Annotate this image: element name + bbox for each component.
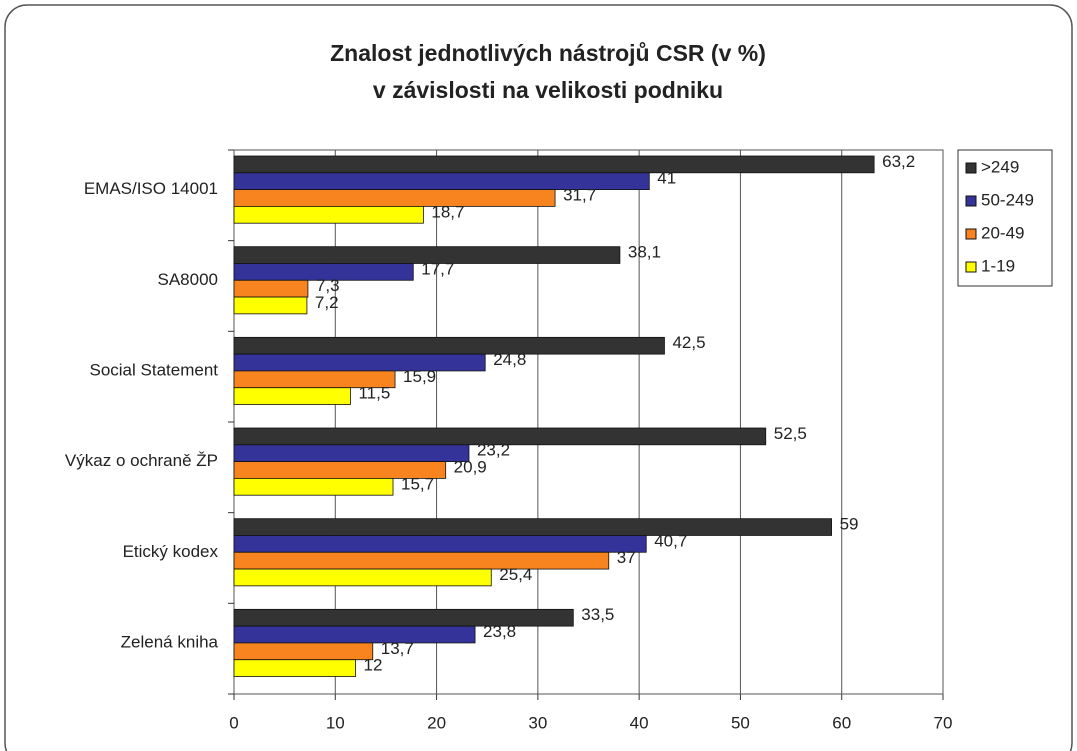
x-tick-label: 20 — [427, 713, 446, 732]
data-label: 23,8 — [483, 622, 516, 641]
y-tick-label: Etický kodex — [123, 542, 219, 561]
legend-label: 1-19 — [981, 256, 1015, 275]
data-label: 33,5 — [581, 605, 614, 624]
bar — [233, 551, 610, 570]
data-label: 20,9 — [454, 457, 487, 476]
data-label: 59 — [840, 515, 859, 534]
bar — [233, 427, 767, 446]
bar — [233, 263, 414, 281]
chart-title: v závislosti na velikosti podniku — [373, 77, 723, 103]
x-tick-label: 0 — [229, 713, 238, 732]
data-label: 41 — [657, 169, 676, 188]
x-tick-label: 40 — [630, 713, 649, 732]
x-tick-label: 70 — [934, 713, 953, 732]
legend-swatch — [965, 195, 977, 207]
y-tick-label: SA8000 — [158, 270, 219, 289]
data-label: 38,1 — [628, 243, 661, 262]
data-label: 15,7 — [401, 474, 434, 493]
bar — [233, 189, 556, 207]
y-tick-label: Zelená kniha — [121, 632, 219, 651]
x-tick-label: 50 — [731, 713, 750, 732]
bar — [233, 296, 308, 315]
data-label: 31,7 — [563, 185, 596, 204]
bar — [233, 387, 351, 405]
legend-swatch — [965, 162, 977, 174]
chart-title: Znalost jednotlivých nástrojů CSR (v %) — [330, 40, 766, 66]
bar — [233, 155, 875, 174]
data-label: 18,7 — [431, 202, 464, 221]
bar — [233, 205, 424, 224]
data-label: 7,2 — [315, 293, 339, 312]
data-label: 42,5 — [672, 333, 705, 352]
bar — [233, 518, 832, 536]
bar — [233, 608, 574, 627]
data-label: 23,2 — [477, 441, 510, 460]
bar — [233, 625, 476, 644]
legend-swatch — [965, 228, 977, 240]
data-label: 12 — [364, 656, 383, 675]
data-label: 52,5 — [774, 424, 807, 443]
bar — [233, 535, 647, 553]
data-label: 13,7 — [381, 639, 414, 658]
y-tick-label: Výkaz o ochraně ŽP — [65, 451, 218, 470]
legend-swatch — [965, 261, 977, 273]
y-tick-label: EMAS/ISO 14001 — [84, 179, 218, 198]
data-label: 7,3 — [316, 276, 340, 295]
bar — [233, 568, 492, 587]
x-tick-label: 60 — [832, 713, 851, 732]
data-label: 17,7 — [421, 259, 454, 278]
bar — [233, 279, 309, 298]
bar — [233, 659, 356, 677]
data-label: 11,5 — [358, 384, 390, 403]
data-label: 24,8 — [493, 350, 526, 369]
x-tick-label: 30 — [528, 713, 547, 732]
data-label: 15,9 — [403, 367, 436, 386]
bar — [233, 336, 665, 355]
data-label: 63,2 — [882, 152, 915, 171]
bar — [233, 246, 621, 264]
bar — [233, 477, 394, 496]
legend-label: 50-249 — [981, 190, 1034, 209]
x-tick-label: 10 — [326, 713, 345, 732]
y-tick-label: Social Statement — [89, 360, 218, 379]
data-label: 37 — [617, 548, 636, 567]
data-label: 40,7 — [654, 531, 687, 550]
bar — [233, 642, 374, 661]
data-label: 25,4 — [499, 565, 532, 584]
frame — [4, 4, 1073, 751]
bar — [233, 353, 486, 372]
bar — [233, 444, 470, 462]
legend-label: >249 — [981, 157, 1019, 176]
legend-label: 20-49 — [981, 223, 1024, 242]
